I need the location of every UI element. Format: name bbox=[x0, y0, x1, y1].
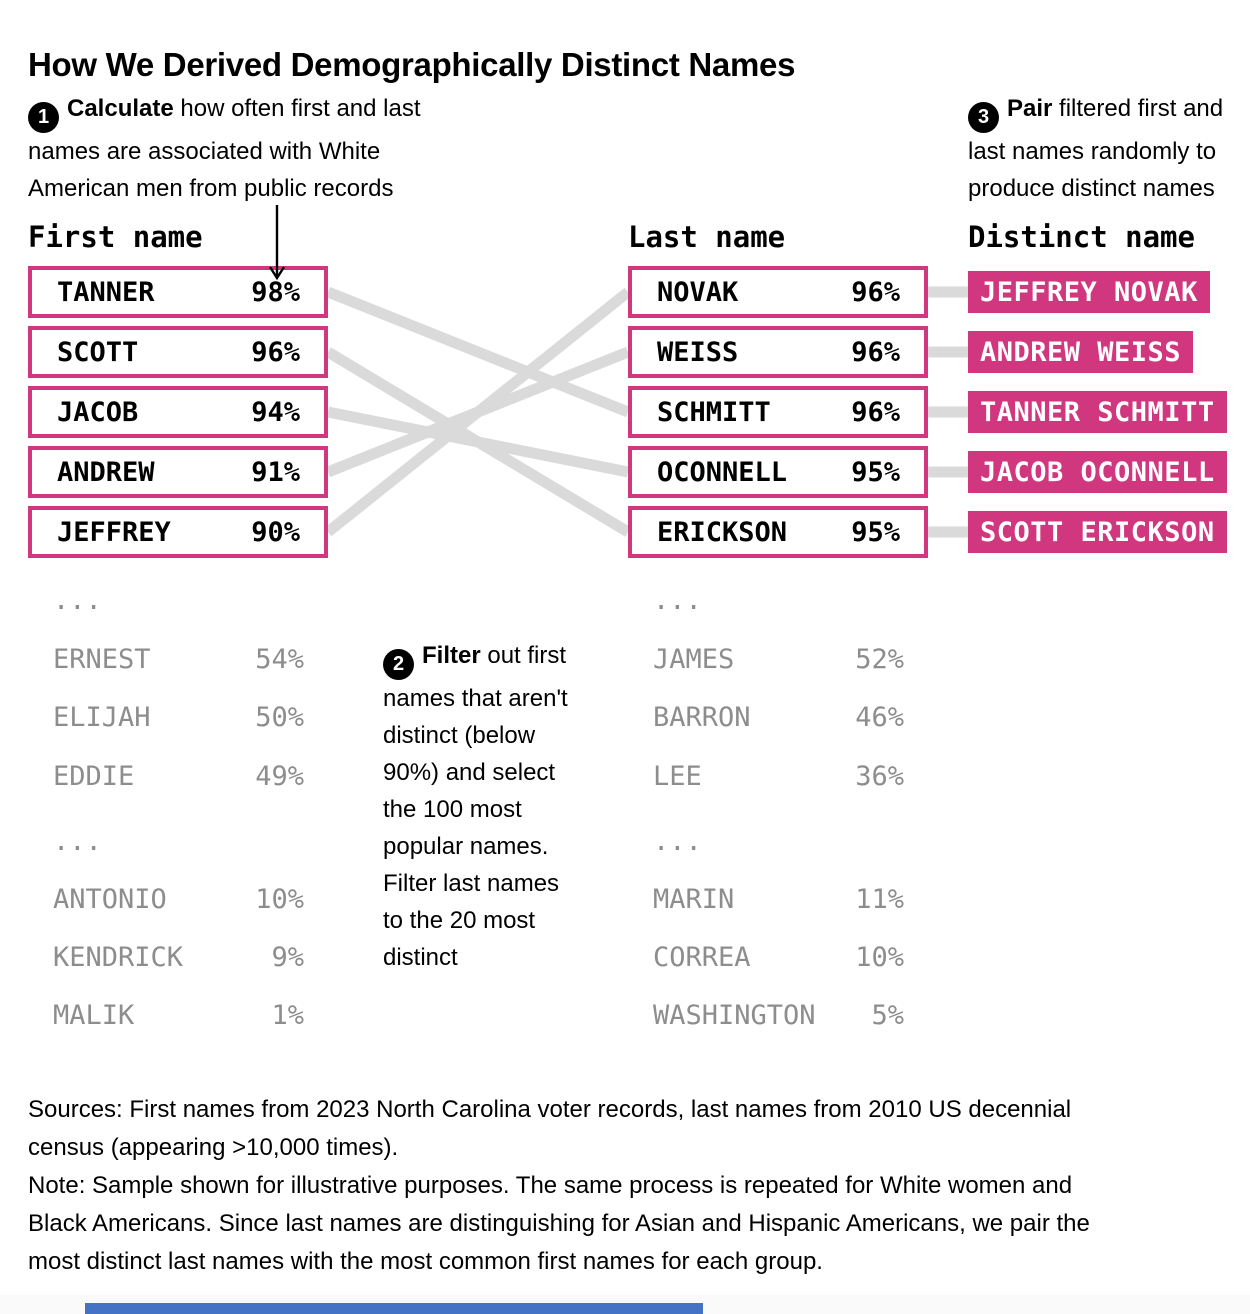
distinct-name-column-header: Distinct name bbox=[968, 220, 1195, 254]
name-label: LEE bbox=[653, 761, 702, 792]
name-label: TANNER bbox=[57, 276, 155, 308]
name-label: OCONNELL bbox=[657, 456, 788, 488]
gray-last-name-row: JAMES 52% bbox=[628, 644, 928, 675]
step-3-lead: Pair bbox=[1007, 95, 1060, 122]
pct-label: 46% bbox=[855, 702, 904, 733]
name-label: EDDIE bbox=[53, 761, 135, 792]
ellipsis-row: ... bbox=[653, 585, 702, 616]
step-1-lead: Calculate bbox=[67, 95, 181, 122]
name-label: SCHMITT bbox=[657, 396, 771, 428]
name-label: JACOB bbox=[57, 396, 139, 428]
last-name-box: ERICKSON 95% bbox=[628, 506, 928, 558]
pct-label: 49% bbox=[255, 761, 304, 792]
step-3-number-badge: 3 bbox=[968, 102, 999, 133]
pct-label: 96% bbox=[251, 336, 300, 368]
name-label: JEFFREY bbox=[57, 516, 171, 548]
distinct-name-badge: TANNER SCHMITT bbox=[968, 391, 1227, 433]
name-label: ERNEST bbox=[53, 644, 151, 675]
last-name-column-header: Last name bbox=[628, 220, 786, 254]
ellipsis-row: ... bbox=[653, 826, 702, 857]
note-text: Note: Sample shown for illustrative purp… bbox=[28, 1172, 1090, 1275]
name-label: NOVAK bbox=[657, 276, 739, 308]
pct-label: 98% bbox=[251, 276, 300, 308]
name-label: KENDRICK bbox=[53, 942, 184, 973]
gray-last-name-row: CORREA 10% bbox=[628, 942, 928, 973]
gray-last-name-row: LEE 36% bbox=[628, 761, 928, 792]
pct-label: 1% bbox=[271, 1000, 304, 1031]
step-2-lead: Filter bbox=[422, 642, 488, 669]
pct-label: 95% bbox=[851, 456, 900, 488]
name-label: MALIK bbox=[53, 1000, 135, 1031]
pct-label: 94% bbox=[251, 396, 300, 428]
name-label: ERICKSON bbox=[657, 516, 788, 548]
first-name-box: ANDREW 91% bbox=[28, 446, 328, 498]
step-3-text: filtered first and last names randomly t… bbox=[968, 95, 1224, 202]
gray-last-name-row: MARIN 11% bbox=[628, 884, 928, 915]
last-name-box: NOVAK 96% bbox=[628, 266, 928, 318]
step-1-annotation: 1 Calculate how often first and last name… bbox=[28, 90, 548, 207]
name-label: WEISS bbox=[657, 336, 739, 368]
pct-label: 95% bbox=[851, 516, 900, 548]
pct-label: 52% bbox=[855, 644, 904, 675]
pct-label: 90% bbox=[251, 516, 300, 548]
name-label: MARIN bbox=[653, 884, 735, 915]
last-name-box: WEISS 96% bbox=[628, 326, 928, 378]
gray-last-name-row: BARRON 46% bbox=[628, 702, 928, 733]
sources-text: Sources: First names from 2023 North Car… bbox=[28, 1096, 1072, 1161]
pct-label: 91% bbox=[251, 456, 300, 488]
step-2-text: out first names that aren't distinct (be… bbox=[383, 642, 568, 971]
step-1-text: how often first and last names are assoc… bbox=[28, 95, 421, 202]
pct-label: 10% bbox=[855, 942, 904, 973]
name-label: ELIJAH bbox=[53, 702, 151, 733]
gray-first-name-row: MALIK 1% bbox=[28, 1000, 328, 1031]
footer: Sources: First names from 2023 North Car… bbox=[28, 1091, 1246, 1281]
gray-last-name-row: WASHINGTON 5% bbox=[628, 1000, 928, 1031]
first-name-box: JEFFREY 90% bbox=[28, 506, 328, 558]
name-label: SCOTT bbox=[57, 336, 139, 368]
pct-label: 5% bbox=[871, 1000, 904, 1031]
last-name-box: SCHMITT 96% bbox=[628, 386, 928, 438]
bottom-blue-bar bbox=[85, 1303, 703, 1314]
pct-label: 10% bbox=[255, 884, 304, 915]
name-label: ANDREW bbox=[57, 456, 155, 488]
name-label: ANTONIO bbox=[53, 884, 167, 915]
first-name-box: SCOTT 96% bbox=[28, 326, 328, 378]
pct-label: 96% bbox=[851, 336, 900, 368]
gray-first-name-row: ERNEST 54% bbox=[28, 644, 328, 675]
step-2-number-badge: 2 bbox=[383, 649, 414, 680]
pct-label: 96% bbox=[851, 396, 900, 428]
pct-label: 50% bbox=[255, 702, 304, 733]
first-name-column-header: First name bbox=[28, 220, 203, 254]
step-3-annotation: 3 Pair filtered first and last names rand… bbox=[968, 90, 1250, 207]
pct-label: 36% bbox=[855, 761, 904, 792]
page-title: How We Derived Demographically Distinct … bbox=[28, 46, 796, 84]
distinct-name-badge: JACOB OCONNELL bbox=[968, 451, 1227, 493]
last-name-box: OCONNELL 95% bbox=[628, 446, 928, 498]
distinct-name-badge: JEFFREY NOVAK bbox=[968, 271, 1210, 313]
gray-first-name-row: EDDIE 49% bbox=[28, 761, 328, 792]
step-1-number-badge: 1 bbox=[28, 102, 59, 133]
ellipsis-row: ... bbox=[53, 826, 102, 857]
step-1-pointer-arrow bbox=[268, 205, 286, 281]
pct-label: 9% bbox=[271, 942, 304, 973]
gray-first-name-row: KENDRICK 9% bbox=[28, 942, 328, 973]
distinct-name-badge: SCOTT ERICKSON bbox=[968, 511, 1227, 553]
pct-label: 96% bbox=[851, 276, 900, 308]
pct-label: 11% bbox=[855, 884, 904, 915]
gray-first-name-row: ANTONIO 10% bbox=[28, 884, 328, 915]
first-name-box: JACOB 94% bbox=[28, 386, 328, 438]
distinct-name-badge: ANDREW WEISS bbox=[968, 331, 1194, 373]
name-label: JAMES bbox=[653, 644, 735, 675]
gray-first-name-row: ELIJAH 50% bbox=[28, 702, 328, 733]
pct-label: 54% bbox=[255, 644, 304, 675]
name-label: WASHINGTON bbox=[653, 1000, 816, 1031]
name-label: CORREA bbox=[653, 942, 751, 973]
step-2-annotation: 2 Filter out first names that aren't dist… bbox=[383, 637, 628, 976]
ellipsis-row: ... bbox=[53, 585, 102, 616]
name-label: BARRON bbox=[653, 702, 751, 733]
